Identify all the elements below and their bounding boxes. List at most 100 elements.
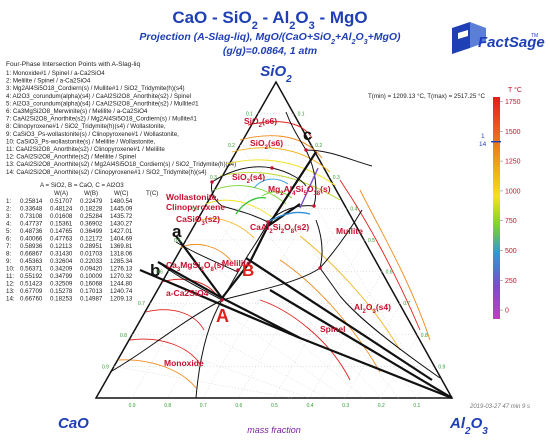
table-cell: 0.32509 — [50, 281, 73, 288]
table-row: 13: 0.67709 0.15278 0.17013 1240.74 — [6, 288, 133, 295]
tie-lines — [139, 151, 453, 400]
table-cell: 1427.01 — [110, 228, 133, 235]
table-cell: 0.36902 — [80, 221, 103, 228]
legend-item: 13: CaAl2Si2O8_Anorthite(s2) / Mg2Al4Si5… — [6, 161, 236, 168]
axis-tick-bottom: 0.9 — [129, 403, 136, 409]
table-cell: 13: — [6, 288, 15, 295]
point-label-b-upper: B — [242, 261, 254, 280]
table-cell: 0.01703 — [80, 251, 103, 258]
table-cell: 0.51707 — [50, 198, 73, 205]
axis-tick-bottom: 0.3 — [342, 403, 349, 409]
axis-tick-left: 0.1 — [246, 112, 253, 118]
table-cell: 0.16068 — [80, 281, 103, 288]
table-cell: 7: — [6, 243, 11, 250]
table-cell: 0.40066 — [20, 236, 43, 243]
legend-heading: Four-Phase Intersection Points with A-Sl… — [6, 61, 140, 68]
table-row: 12: 0.51423 0.32509 0.16068 1244.80 — [6, 281, 133, 288]
axis-tick-right: 0.2 — [315, 143, 322, 149]
table-header-cell: T(C) — [146, 190, 158, 197]
scale-tick-label: 1750 — [505, 99, 521, 106]
table-row: 9: 0.45363 0.32604 0.22033 1285.34 — [6, 258, 133, 265]
table-row: 3: 0.73108 0.01608 0.25284 1435.72 — [6, 213, 133, 220]
table-cell: 0.66867 — [20, 251, 43, 258]
label-aca2sio4: a-Ca2SiO4 — [166, 288, 209, 298]
table-cell: 0.28951 — [80, 243, 103, 250]
axis-tick-left: 0.8 — [120, 333, 127, 339]
timestamp: 2019-03-27 47 min 9 s — [469, 404, 530, 410]
label-anorthite: CaAl2Si2O8(s2) — [250, 222, 309, 235]
label-cordierite: Mg2Al4Si5O18(s) — [268, 184, 331, 197]
table-cell: 0.25284 — [80, 213, 103, 220]
legend-item: 11: CaAl2Si2O8_Anorthite(s2) / Clinopyro… — [6, 146, 165, 153]
axis-tick-right: 0.3 — [333, 175, 340, 181]
table-cell: 1276.13 — [110, 266, 133, 273]
label-al2o3-s4: Al2O3(s4) — [354, 302, 391, 315]
legend-item: 3: Mg2Al4Si5O18_Cordiern(s) / Mullite#1 … — [6, 85, 185, 92]
legend-item: 2: Melilite / Spinel / a-Ca2SiO4 — [6, 78, 91, 85]
label-merwinite: Ca3MgSi2O8(s) — [166, 260, 224, 273]
table-cell: 0.56371 — [20, 266, 43, 273]
table-cell: 0.12172 — [80, 236, 103, 243]
table-cell: 0.47763 — [50, 236, 73, 243]
xaxis-label: mass fraction — [247, 425, 301, 435]
table-key: A = SiO2, B = CaO, C = Al2O3 — [40, 182, 124, 189]
phase-boundaries — [109, 111, 441, 399]
table-cell: 0.48736 — [20, 228, 43, 235]
axis-tick-bottom: 0.7 — [200, 403, 207, 409]
temp-range: T(min) = 1209.13 °C, T(max) = 2517.25 °C — [368, 93, 485, 100]
color-scale-ticks: 1750 1500 1250 1000 750 500 250 0 — [500, 99, 521, 315]
table-cell: 0.31430 — [50, 251, 73, 258]
scale-tick-label: 500 — [505, 248, 517, 255]
table-cell: 0.15361 — [50, 221, 73, 228]
label-melilite: Melilite — [222, 258, 251, 268]
label-spinel: Spinel — [320, 324, 346, 334]
table-cell: 12: — [6, 281, 15, 288]
table-cell: 0.48124 — [50, 206, 73, 213]
scale-marker-14: 14 — [479, 141, 487, 148]
scale-marker-line — [491, 141, 501, 143]
table-cell: 0.25814 — [20, 198, 43, 205]
table-cell: 1445.09 — [110, 206, 133, 213]
table-cell: 10: — [6, 266, 15, 273]
table-row: 1: 0.25814 0.51707 0.22479 1480.54 — [6, 198, 133, 205]
table-header-cell: W(C) — [114, 190, 128, 197]
factsage-mark-icon — [452, 22, 486, 54]
label-casio3: CaSiO3(s2) — [176, 214, 220, 227]
label-sio2-s4: SiO2(s4) — [232, 172, 265, 185]
apex-sio2: SiO2 — [260, 63, 292, 85]
legend-item: 10: CaSiO3_Ps-wollastonite(s) / Melilite… — [6, 138, 155, 145]
label-sio2-s6-b: SiO2(s6) — [250, 138, 283, 151]
axis-tick-right: 0.6 — [386, 270, 393, 276]
axis-tick-left: 0.2 — [228, 143, 235, 149]
scale-tick-label: 0 — [505, 308, 509, 315]
table-cell: 0.18228 — [80, 206, 103, 213]
table-cell: 1270.32 — [110, 273, 133, 280]
phase-label-group: SiO2(s6) SiO2(s6) SiO2(s4) Mg2Al4Si5O18(… — [164, 116, 391, 368]
table-row: 5: 0.48736 0.14765 0.36499 1427.01 — [6, 228, 133, 235]
table-cell: 1369.81 — [110, 243, 133, 250]
table-cell: 3: — [6, 213, 11, 220]
table-header-cell: W(B) — [84, 190, 98, 197]
axis-ticks: 0.9 0.9 0.9 0.8 0.8 0.8 0.7 0.7 0.7 0.6 0.6 0.6 0.5 0… — [102, 112, 446, 409]
table-body: 1: 0.25814 0.51707 0.22479 1480.542: 0.33648 0… — [6, 198, 133, 303]
factsage-logo: FactSage TM — [452, 22, 545, 54]
logo-tm: TM — [531, 33, 538, 39]
axis-tick-left: 0.3 — [210, 175, 217, 181]
table-cell: 0.34799 — [50, 273, 73, 280]
label-sio2-s6-a: SiO2(s6) — [244, 116, 277, 129]
table-row: 7: 0.58936 0.12113 0.28951 1369.81 — [6, 243, 133, 250]
axis-tick-bottom: 0.4 — [307, 403, 314, 409]
table-cell: 1404.69 — [110, 236, 133, 243]
table-cell: 0.33648 — [20, 206, 43, 213]
apex-cao: CaO — [58, 415, 89, 432]
table-cell: 14: — [6, 296, 15, 303]
table-row: 11: 0.55192 0.34799 0.10009 1270.32 — [6, 273, 133, 280]
table-cell: 1430.27 — [110, 221, 133, 228]
table-cell: 0.45363 — [20, 258, 43, 265]
table-cell: 1285.34 — [110, 258, 133, 265]
table-cell: 0.55192 — [20, 273, 43, 280]
title-line1: CaO - SiO2 - Al2O3 - MgO — [172, 8, 367, 32]
apex-al2o3: Al2O3 — [449, 415, 488, 437]
label-monoxide: Monoxide — [164, 358, 204, 368]
scale-tick-label: 250 — [505, 278, 517, 285]
